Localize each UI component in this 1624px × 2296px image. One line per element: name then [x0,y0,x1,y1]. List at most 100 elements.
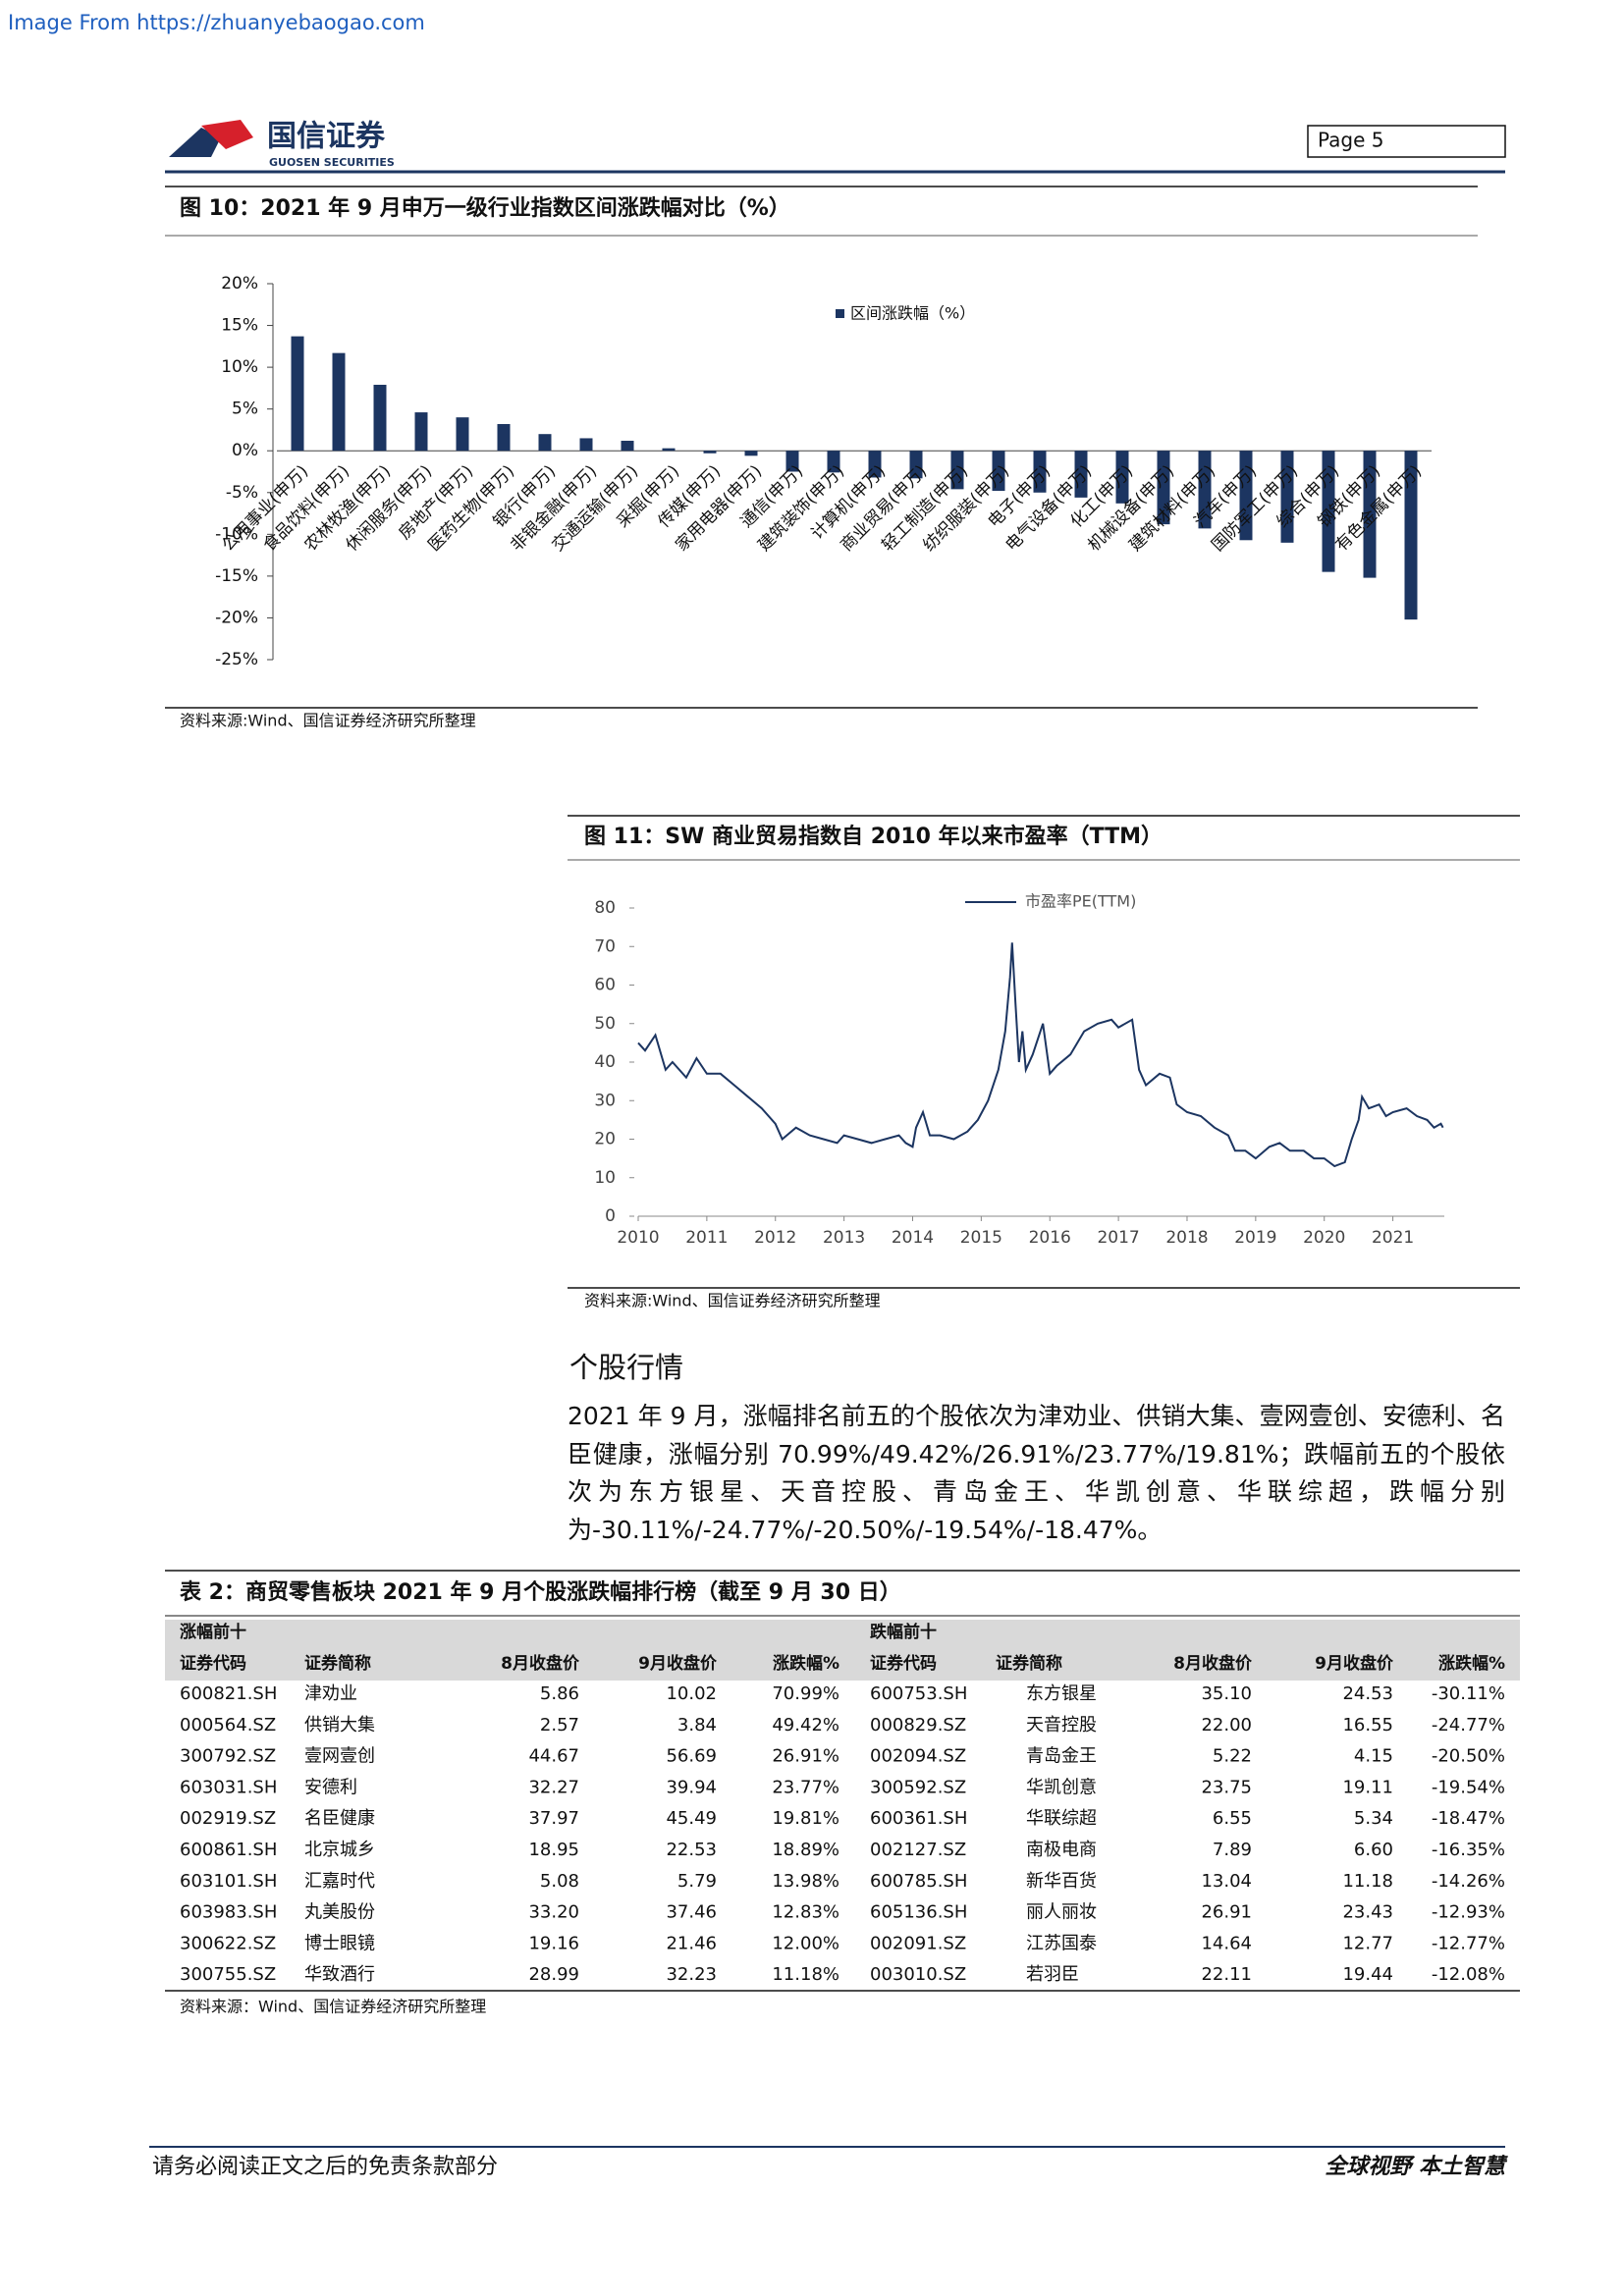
table-cell: 5.08 [540,1871,579,1892]
x-tick-label: 2018 [1165,1228,1208,1248]
table-cell: 19.81% [772,1808,839,1829]
y-tick-label: 10% [221,357,258,377]
bar [827,451,840,473]
table-cell: 35.10 [1201,1683,1252,1704]
table-cell: 7.89 [1213,1840,1252,1860]
bar [1115,451,1129,504]
table-cell: 22.11 [1201,1964,1252,1985]
table-cell: 青岛金王 [1026,1746,1097,1767]
logo-sub: GUOSEN SECURITIES [269,156,395,169]
x-tick-label: 2021 [1372,1228,1414,1248]
table-column-header: 8月收盘价 [501,1653,580,1674]
table-column-header: 8月收盘价 [1173,1653,1253,1674]
table-cell: 名臣健康 [304,1808,375,1829]
y-tick-label: 0% [232,441,258,460]
table-header-bg [165,1620,1520,1681]
table-cell: 70.99% [772,1683,839,1704]
y-tick-label: 5% [232,400,258,419]
table-cell: 26.91 [1201,1902,1252,1923]
table-cell: 19.44 [1342,1964,1393,1985]
y-tick-label: 60 [594,976,616,995]
table-cell: -18.47% [1432,1808,1505,1829]
bar [621,441,634,452]
footer-right: 全球视野 本土智慧 [1325,2154,1508,2179]
table-cell: 壹网壹创 [304,1746,375,1767]
x-tick-label: 2012 [754,1228,796,1248]
table-cell: 003010.SZ [870,1964,966,1985]
table-cell: -20.50% [1432,1746,1505,1767]
table-cell: 江苏国泰 [1026,1933,1097,1953]
table-cell: 603983.SH [180,1902,277,1923]
bar [703,451,717,454]
table-cell: 21.46 [666,1933,717,1953]
table-column-header: 证券简称 [304,1653,371,1674]
x-tick-label: 2011 [685,1228,728,1248]
table-title: 表 2：商贸零售板块 2021 年 9 月个股涨跌幅排行榜（截至 9 月 30 … [180,1579,901,1605]
table-cell: -12.77% [1432,1933,1505,1953]
table-cell: 汇嘉时代 [304,1871,375,1892]
table-cell: 天音控股 [1026,1715,1097,1735]
bar [456,417,469,452]
x-tick-label: 2019 [1234,1228,1276,1248]
paragraph: 2021 年 9 月，涨幅排名前五的个股依次为津劝业、供销大集、壹网壹创、安德利… [568,1402,1505,1544]
chart-note: 资料来源:Wind、国信证券经济研究所整理 [180,712,476,730]
table-cell: 5.22 [1213,1746,1252,1767]
y-tick-label: 0 [605,1206,616,1226]
y-tick-label: 70 [594,936,616,956]
table-cell: 安德利 [304,1777,357,1797]
x-tick-label: 2020 [1303,1228,1345,1248]
table-cell: 若羽臣 [1026,1964,1079,1985]
table-cell: 56.69 [666,1746,717,1767]
y-tick-label: 10 [594,1168,616,1188]
y-tick-label: -5% [226,483,258,503]
bar [662,448,676,452]
logo-shape [201,120,253,149]
table-cell: 28.99 [528,1964,579,1985]
table-cell: 11.18 [1342,1871,1393,1892]
table-cell: 33.20 [528,1902,579,1923]
line-series [637,942,1444,1168]
bar [744,451,758,456]
table-column-header: 证券简称 [996,1653,1062,1674]
table-cell: -14.26% [1432,1871,1505,1892]
table-cell: 45.49 [666,1808,717,1829]
logo-name: 国信证券 [267,120,386,154]
table-cell: 19.11 [1342,1777,1393,1797]
bar [1404,451,1418,620]
table-cell: 37.97 [528,1808,579,1829]
table-cell: 16.55 [1342,1715,1393,1735]
bar [909,451,923,479]
table-cell: 5.34 [1354,1808,1393,1829]
y-tick-label: 40 [594,1052,616,1072]
table-cell: 19.16 [528,1933,579,1953]
table-cell: 300755.SZ [180,1964,276,1985]
table-column-header: 证券代码 [180,1653,246,1674]
chart-title: 图 10：2021 年 9 月申万一级行业指数区间涨跌幅对比（%） [180,195,790,221]
x-tick-label: 2016 [1029,1228,1071,1248]
legend-label: 市盈率PE(TTM) [1025,892,1136,911]
y-tick-label: 50 [594,1014,616,1034]
table-cell: 5.79 [677,1871,717,1892]
table-column-header: 涨跌幅% [773,1653,839,1674]
table-cell: 300792.SZ [180,1746,276,1767]
table-cell: 002094.SZ [870,1746,966,1767]
table-cell: 26.91% [772,1746,839,1767]
bar [291,336,304,452]
bar [950,451,964,490]
bar [1363,451,1377,578]
table-cell: 10.02 [666,1683,717,1704]
table-cell: 603101.SH [180,1871,277,1892]
table-cell: -30.11% [1432,1683,1505,1704]
legend-swatch [836,309,844,318]
table-cell: 002091.SZ [870,1933,966,1953]
chart-note: 资料来源:Wind、国信证券经济研究所整理 [584,1292,881,1310]
bar [332,352,346,452]
table-cell: 002127.SZ [870,1840,966,1860]
x-tick-label: 2014 [892,1228,934,1248]
table-cell: 600785.SH [870,1871,967,1892]
table-cell: -19.54% [1432,1777,1505,1797]
table-cell: 丸美股份 [304,1902,375,1923]
page-box [1307,125,1506,158]
y-tick-label: -15% [215,566,258,586]
table-cell: 华联综超 [1026,1808,1097,1829]
